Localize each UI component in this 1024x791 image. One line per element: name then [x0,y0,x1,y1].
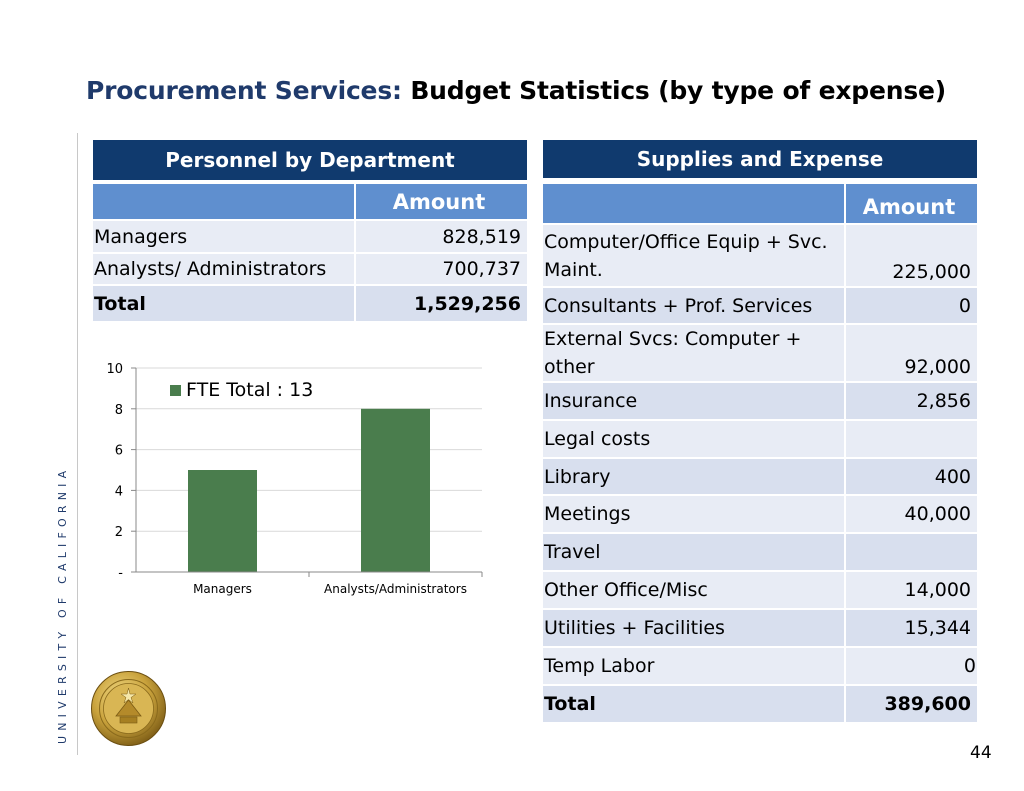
y-tick-label: 8 [115,403,123,418]
row-label: Insurance [543,382,845,421]
row-label: Temp Labor [543,647,845,686]
row-label: Library [543,458,845,496]
amount-column-header: Amount [354,184,527,221]
row-label: Analysts/ Administrators [93,253,355,286]
table-row: Managers 828,519 [93,220,527,254]
row-label: External Svcs: Computer + other [543,324,845,383]
university-seal-icon [91,671,166,746]
total-amount: 389,600 [844,685,977,724]
row-amount: 700,737 [354,253,527,286]
personnel-table: Amount Managers 828,519 Analysts/ Admini… [93,184,527,323]
personnel-header-label: Personnel by Department [165,148,455,172]
legend-label: FTE Total : 13 [186,379,313,401]
row-label: Travel [543,533,845,572]
table-row: Library 400 [543,458,977,496]
title-main: Budget Statistics (by type of expense) [410,76,946,105]
chart-bars [188,408,430,572]
x-tick-label: Managers [193,582,252,596]
row-label: Other Office/Misc [543,571,845,610]
total-row: Total 389,600 [543,685,977,724]
label-column-header [93,184,355,221]
x-axis-labels: Managers Analysts/Administrators [193,572,483,596]
table-row: Other Office/Misc 14,000 [543,571,977,610]
table-header-row: Amount [93,184,527,221]
row-label: Managers [93,220,355,254]
table-row: Consultants + Prof. Services 0 [543,287,977,325]
table-row: External Svcs: Computer + other 92,000 [543,324,977,383]
bar-managers [188,470,257,572]
bar-analysts-administrators [361,408,430,572]
row-label: Legal costs [543,420,845,459]
personnel-header: Personnel by Department [93,140,527,180]
row-amount: 40,000 [844,495,977,534]
row-amount [844,420,977,459]
total-label: Total [93,285,355,323]
table-header-row: Amount [543,184,977,225]
y-tick-label: 2 [115,525,123,540]
row-amount: 15,344 [844,609,977,648]
row-amount: 92,000 [844,324,977,383]
x-tick-label: Analysts/Administrators [324,582,467,596]
row-label: Consultants + Prof. Services [543,287,845,325]
table-row: Temp Labor 0 [543,647,977,686]
row-amount [844,533,977,572]
supplies-table: Amount Computer/Office Equip + Svc. Main… [543,184,977,724]
row-label: Utilities + Facilities [543,609,845,648]
supplies-header: Supplies and Expense [543,140,977,178]
row-amount: 0 [844,287,977,325]
y-axis-ticks: - 2 4 6 8 10 [106,362,136,581]
table-row: Travel [543,533,977,572]
row-amount: 0 [844,647,977,686]
y-tick-label: 10 [106,362,123,377]
row-amount: 2,856 [844,382,977,421]
title-prefix: Procurement Services: [86,76,402,105]
table-row: Utilities + Facilities 15,344 [543,609,977,648]
university-wordmark: UNIVERSITY OF CALIFORNIA [56,465,69,744]
row-amount: 828,519 [354,220,527,254]
supplies-header-label: Supplies and Expense [636,147,884,171]
label-column-header [543,184,845,225]
table-row: Legal costs [543,420,977,459]
total-row: Total 1,529,256 [93,285,527,323]
sidebar-divider [77,133,78,755]
total-amount: 1,529,256 [354,285,527,323]
row-label: Meetings [543,495,845,534]
row-amount: 14,000 [844,571,977,610]
row-label: Computer/Office Equip + Svc. Maint. [543,224,845,288]
amount-column-header: Amount [844,184,977,225]
page-title: Procurement Services: Budget Statistics … [86,76,946,105]
row-amount: 400 [844,458,977,496]
table-row: Analysts/ Administrators 700,737 [93,253,527,286]
page-number: 44 [970,743,992,763]
y-tick-label: 6 [115,444,123,459]
y-tick-label: 4 [115,484,123,499]
row-amount: 225,000 [844,224,977,288]
legend-swatch [170,385,181,396]
table-row: Meetings 40,000 [543,495,977,534]
table-row: Computer/Office Equip + Svc. Maint. 225,… [543,224,977,288]
total-label: Total [543,685,845,724]
table-row: Insurance 2,856 [543,382,977,421]
y-tick-label: - [118,566,123,581]
